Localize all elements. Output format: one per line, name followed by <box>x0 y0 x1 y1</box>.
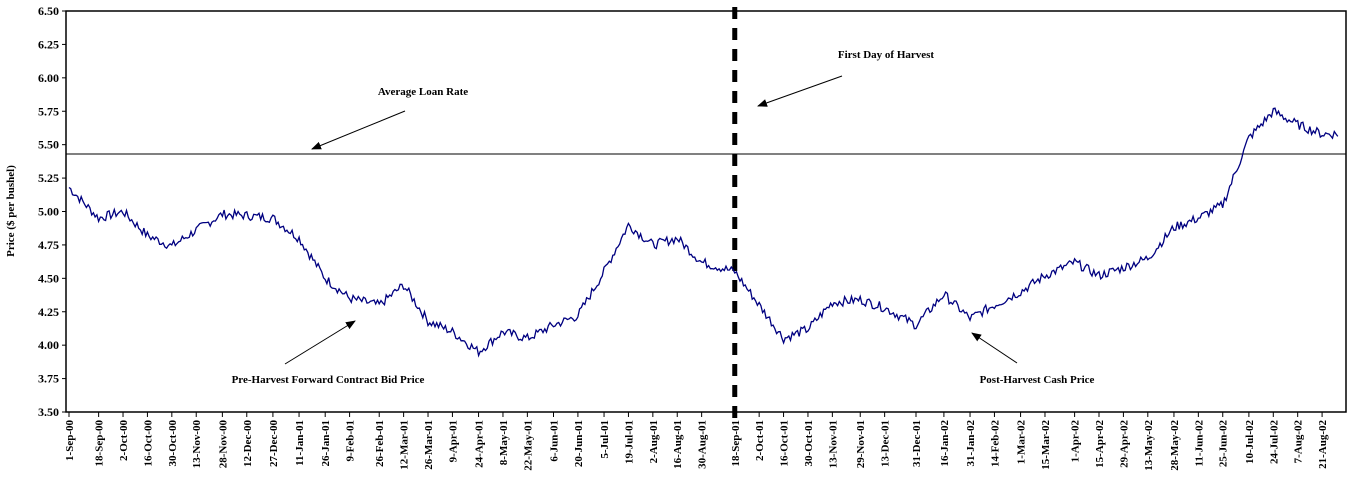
x-tick-label: 6-Jun-01 <box>549 420 561 462</box>
annotation-average-loan-rate: Average Loan Rate <box>378 86 468 98</box>
x-tick-label: 15-Mar-02 <box>1040 420 1052 470</box>
x-tick-label: 8-May-01 <box>498 420 510 465</box>
plot-area <box>65 10 1347 413</box>
x-tick-label: 24-Apr-01 <box>474 420 486 468</box>
x-tick-label: 13-Nov-01 <box>827 420 839 468</box>
y-tick-label: 4.25 <box>38 305 59 319</box>
y-tick-label: 4.00 <box>38 338 59 352</box>
x-tick-label: 26-Feb-01 <box>374 420 386 467</box>
y-tick-label: 4.75 <box>38 238 59 252</box>
x-tick-label: 18-Sep-01 <box>730 420 742 466</box>
y-tick-label: 5.75 <box>38 104 59 118</box>
x-tick-label: 27-Dec-00 <box>268 420 280 468</box>
x-tick-label: 5-Jul-01 <box>599 420 611 459</box>
x-tick-label: 16-Jan-02 <box>939 420 951 467</box>
x-tick-label: 26-Jan-01 <box>320 420 332 466</box>
x-tick-label: 18-Sep-00 <box>94 420 106 467</box>
x-tick-label: 19-Jul-01 <box>623 420 635 464</box>
x-tick-label: 25-Jun-02 <box>1218 420 1230 468</box>
x-tick-label: 28-Nov-00 <box>217 420 229 469</box>
x-tick-label: 2-Aug-01 <box>648 420 660 463</box>
x-tick-label: 7-Aug-02 <box>1293 420 1305 464</box>
x-tick-label: 29-Apr-02 <box>1118 420 1130 468</box>
x-tick-label: 24-Jul-02 <box>1268 420 1280 465</box>
y-tick-label: 3.75 <box>38 372 59 386</box>
x-tick-label: 16-Oct-01 <box>779 420 791 466</box>
y-tick-label: 6.00 <box>38 71 59 85</box>
x-tick-label: 26-Mar-01 <box>423 420 435 470</box>
arrow-post-harvest-price <box>971 332 1018 364</box>
x-tick-label: 2-Oct-01 <box>754 420 766 461</box>
x-tick-label: 11-Jun-02 <box>1193 420 1205 467</box>
x-tick-label: 1-Apr-02 <box>1070 420 1082 463</box>
y-axis-title: Price ($ per bushel) <box>5 165 17 257</box>
x-tick-label: 30-Oct-01 <box>803 420 815 466</box>
arrow-first-day-of-harvest <box>757 75 843 107</box>
y-tick-label: 5.00 <box>38 205 59 219</box>
x-tick-label: 31-Jan-02 <box>965 420 977 467</box>
y-tick-label: 5.25 <box>38 171 59 185</box>
x-tick-label: 31-Dec-01 <box>911 420 923 467</box>
annotation-pre-harvest-price: Pre-Harvest Forward Contract Bid Price <box>232 374 425 386</box>
x-tick-label: 13-Dec-01 <box>880 420 892 467</box>
x-tick-label: 9-Feb-01 <box>345 420 357 462</box>
x-tick-label: 11-Jan-01 <box>294 420 306 466</box>
x-tick-label: 12-Mar-01 <box>399 420 411 470</box>
y-tick-label: 6.25 <box>38 37 59 51</box>
x-tick-label: 13-May-02 <box>1143 420 1155 471</box>
x-tick-label: 29-Nov-01 <box>855 420 867 468</box>
x-tick-label: 13-Nov-00 <box>191 420 203 469</box>
x-tick-label: 15-Apr-02 <box>1094 420 1106 468</box>
arrow-average-loan-rate <box>311 110 406 150</box>
x-axis: 1-Sep-00 18-Sep-00 2-Oct-00 16-Oct-00 30-Oct… <box>64 412 1329 471</box>
y-tick-label: 4.50 <box>38 271 59 285</box>
x-tick-label: 28-May-02 <box>1169 420 1181 471</box>
x-tick-label: 12-Dec-00 <box>242 420 254 468</box>
annotation-first-day-of-harvest: First Day of Harvest <box>838 49 935 61</box>
annotation-post-harvest-price: Post-Harvest Cash Price <box>980 374 1095 386</box>
x-tick-label: 21-Aug-02 <box>1317 420 1329 469</box>
x-tick-label: 10-Jul-02 <box>1244 420 1256 465</box>
y-tick-label: 5.50 <box>38 138 59 152</box>
x-tick-label: 30-Oct-00 <box>167 420 179 467</box>
x-tick-label: 20-Jun-01 <box>573 420 585 467</box>
x-tick-label: 1-Sep-00 <box>64 420 76 461</box>
x-tick-label: 22-May-01 <box>522 420 534 471</box>
y-axis: 3.50 3.75 4.00 4.25 4.50 4.75 5.00 5.25 5.50 5.75… <box>38 4 66 419</box>
x-tick-label: 9-Apr-01 <box>447 420 459 462</box>
x-tick-label: 30-Aug-01 <box>697 420 709 469</box>
x-tick-label: 2-Oct-00 <box>118 420 130 461</box>
y-tick-label: 3.50 <box>38 405 59 419</box>
y-tick-label: 6.50 <box>38 4 59 18</box>
x-tick-label: 14-Feb-02 <box>989 420 1001 468</box>
x-tick-label: 1-Mar-02 <box>1016 420 1028 465</box>
price-series-line <box>68 107 1339 358</box>
x-tick-label: 16-Oct-00 <box>142 420 154 467</box>
x-tick-label: 16-Aug-01 <box>672 420 684 469</box>
arrow-pre-harvest-price <box>284 320 356 365</box>
